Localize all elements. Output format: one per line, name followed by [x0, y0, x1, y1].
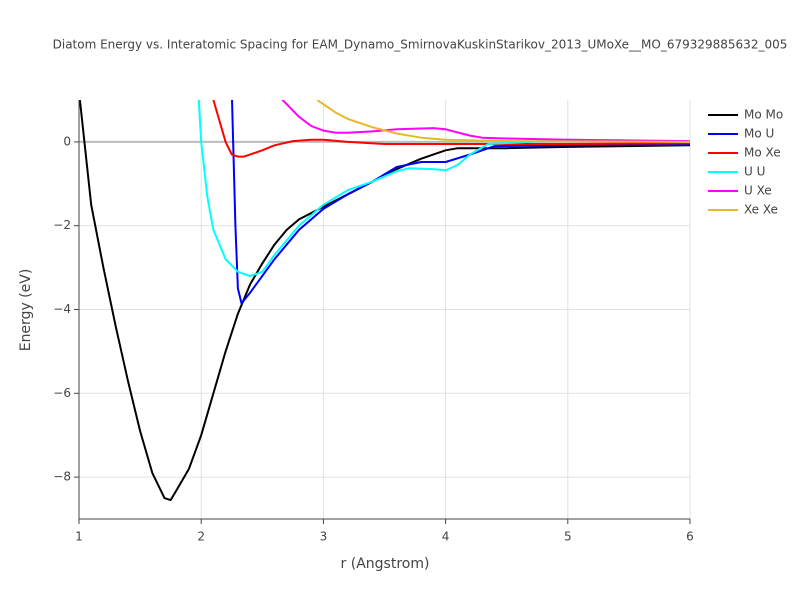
legend-label[interactable]: Mo U — [744, 127, 774, 141]
legend-label[interactable]: U Xe — [744, 184, 772, 198]
y-tick-label: −2 — [53, 218, 71, 232]
legend-label[interactable]: Mo Xe — [744, 146, 781, 160]
series-line — [212, 100, 690, 158]
x-tick-label: 6 — [686, 530, 694, 544]
y-tick-label: −8 — [53, 470, 71, 484]
series-line — [316, 100, 690, 143]
x-tick-label: 3 — [320, 530, 328, 544]
legend-label[interactable]: U U — [744, 165, 765, 179]
legend: Mo Mo Mo U Mo Xe U U U Xe Xe Xe — [708, 108, 783, 217]
series-line — [281, 100, 690, 143]
legend-label[interactable]: Xe Xe — [744, 203, 778, 217]
y-axis-title: Energy (eV) — [18, 269, 34, 352]
plot-area — [79, 100, 690, 502]
grid — [78, 100, 691, 519]
chart-title: Diatom Energy vs. Interatomic Spacing fo… — [53, 38, 788, 52]
x-tick-label: 5 — [564, 530, 572, 544]
y-tick-label: −6 — [53, 386, 71, 400]
legend-label[interactable]: Mo Mo — [744, 108, 783, 122]
x-tick-label: 1 — [75, 530, 83, 544]
x-tick-label: 4 — [442, 530, 450, 544]
series-line — [79, 100, 690, 502]
x-axis-title: r (Angstrom) — [341, 556, 430, 572]
y-tick-label: −4 — [53, 302, 71, 316]
series-line — [231, 100, 690, 305]
y-tick-label: 0 — [63, 134, 71, 148]
x-tick-label: 2 — [197, 530, 205, 544]
series-line — [197, 100, 690, 277]
axes: 1 2 3 4 5 6 −8 −6 −4 −2 0 — [53, 100, 694, 544]
